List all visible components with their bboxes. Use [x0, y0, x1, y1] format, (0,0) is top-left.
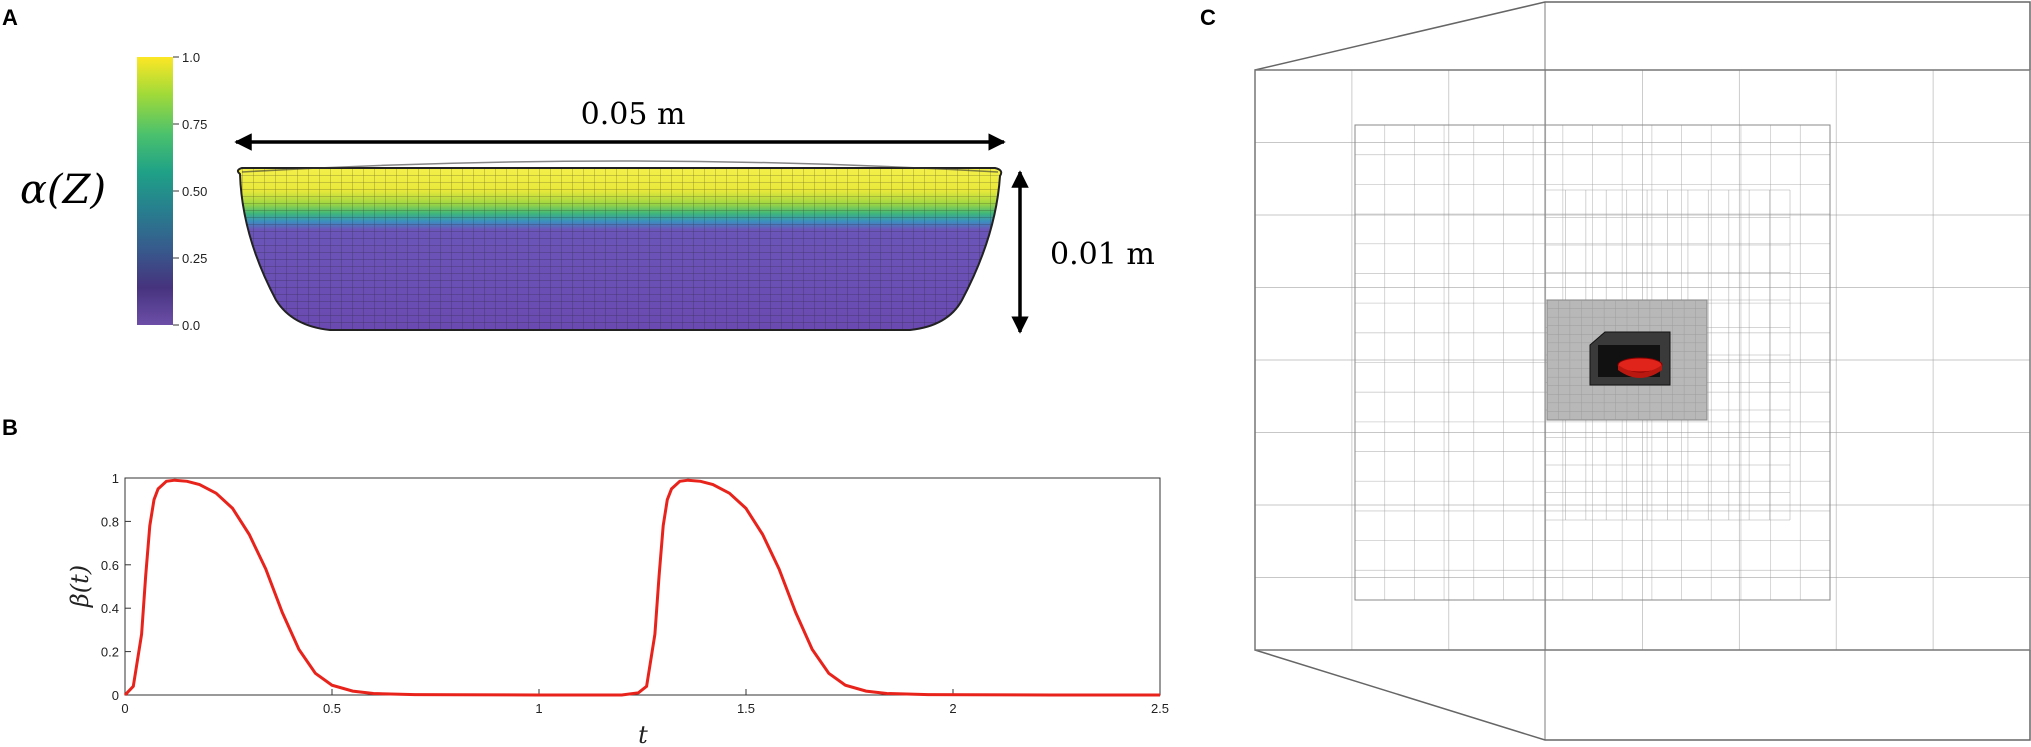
panel-a: 1.0 0.75 0.50 0.25 0.0 α(Z) 0.05 m 0.01 m: [20, 50, 1155, 334]
width-annotation: 0.05 m: [581, 97, 686, 132]
x-tick-label: 2: [949, 701, 956, 716]
lens-object-side: [1618, 365, 1662, 378]
x-tick-label: 2.5: [1151, 701, 1169, 716]
outer-cube-bottom-edges: [1254, 649, 2031, 741]
y-axis-label: β(t): [66, 565, 94, 608]
y-tick-label: 0: [112, 688, 119, 703]
y-tick-label: 0.8: [101, 514, 119, 529]
width-arrow: 0.05 m: [234, 97, 1006, 151]
lens-mesh: [236, 160, 1003, 331]
series-line: [123, 478, 1160, 697]
lens-mesh-grid: [237, 168, 1002, 330]
panel-label-a: A: [2, 5, 18, 30]
panel-b-chart: 0 0.5 1 1.5 2 2.5 0 0.2 0.4 0.6 0.8 1 t β(t): [66, 471, 1169, 747]
height-arrow: 0.01 m: [1011, 170, 1155, 334]
colorbar-tick-label: 1.0: [182, 50, 200, 65]
colorbar-ticks: 1.0 0.75 0.50 0.25 0.0: [173, 50, 207, 333]
y-tick-label: 0.6: [101, 558, 119, 573]
colorbar-label: α(Z): [20, 167, 106, 213]
middle-mesh-frame: [1354, 124, 1831, 601]
panel-label-b: B: [2, 415, 18, 440]
lens-outline: [236, 167, 1003, 331]
x-tick-label: 1: [535, 701, 542, 716]
colorbar-fill: [137, 57, 173, 325]
x-tick-label: 0: [121, 701, 128, 716]
plot-frame: [124, 477, 1161, 696]
outer-cube-frame: [1254, 69, 2031, 651]
colorbar-tick-label: 0.0: [182, 318, 200, 333]
height-annotation: 0.01 m: [1050, 237, 1155, 272]
x-axis-label: t: [638, 721, 648, 747]
y-tick-label: 0.4: [101, 601, 119, 616]
y-tick-label: 0.2: [101, 645, 119, 660]
x-ticks: 0 0.5 1 1.5 2 2.5: [121, 689, 1169, 716]
lens-top-rim: [241, 160, 999, 173]
colorbar-tick-label: 0.25: [182, 251, 207, 266]
x-tick-label: 1.5: [737, 701, 755, 716]
x-tick-label: 0.5: [323, 701, 341, 716]
outer-cube-top-edges: [1254, 1, 2031, 71]
y-tick-label: 1: [112, 471, 119, 486]
colorbar-tick-label: 0.50: [182, 184, 207, 199]
colorbar-tick-label: 0.75: [182, 117, 207, 132]
panel-c-mesh: [1254, 1, 2031, 741]
y-ticks: 0 0.2 0.4 0.6 0.8 1: [101, 471, 131, 703]
colorbar: 1.0 0.75 0.50 0.25 0.0: [137, 50, 207, 333]
panel-label-c: C: [1200, 5, 1216, 30]
